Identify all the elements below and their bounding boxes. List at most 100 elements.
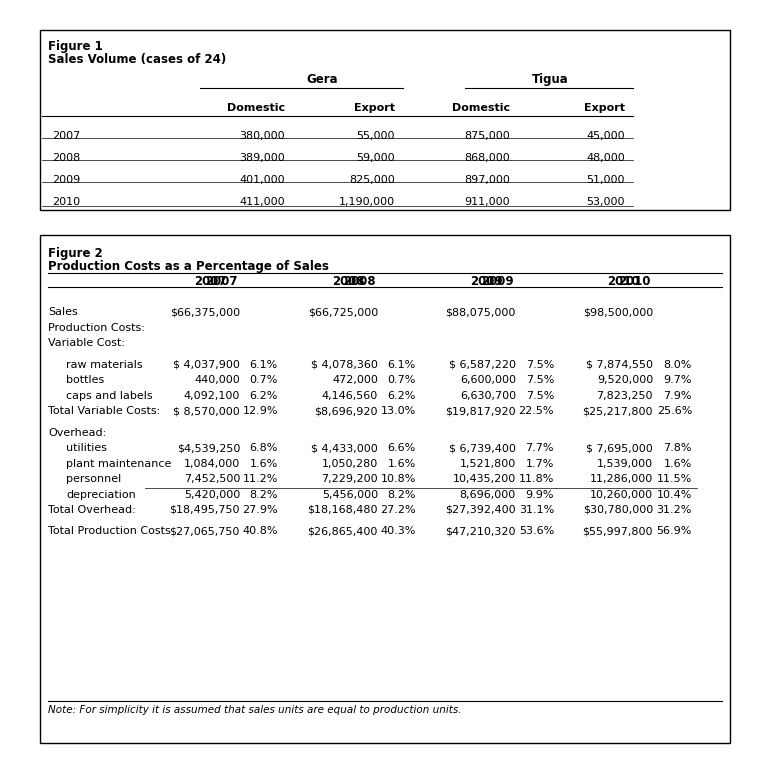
Text: 8,696,000: 8,696,000 xyxy=(460,490,516,500)
Text: utilities: utilities xyxy=(66,443,107,453)
Text: 1,084,000: 1,084,000 xyxy=(184,458,240,468)
Text: 868,000: 868,000 xyxy=(464,153,510,163)
Text: 10,435,200: 10,435,200 xyxy=(453,474,516,484)
Text: 45,000: 45,000 xyxy=(587,131,625,141)
Text: Sales Volume (cases of 24): Sales Volume (cases of 24) xyxy=(48,53,226,66)
Text: 2007: 2007 xyxy=(194,275,226,288)
Text: Production Costs as a Percentage of Sales: Production Costs as a Percentage of Sale… xyxy=(48,260,329,273)
Text: 6.6%: 6.6% xyxy=(388,443,416,453)
Text: 8.2%: 8.2% xyxy=(249,490,278,500)
Text: 7.5%: 7.5% xyxy=(526,375,554,385)
Text: 7,452,500: 7,452,500 xyxy=(183,474,240,484)
Text: 1,190,000: 1,190,000 xyxy=(339,197,395,207)
Text: $4,539,250: $4,539,250 xyxy=(176,443,240,453)
Text: $26,865,400: $26,865,400 xyxy=(308,526,378,536)
Text: 51,000: 51,000 xyxy=(587,175,625,185)
Text: 7,823,250: 7,823,250 xyxy=(597,390,653,401)
Text: 5,420,000: 5,420,000 xyxy=(184,490,240,500)
Text: 1.6%: 1.6% xyxy=(664,458,692,468)
Text: Sales: Sales xyxy=(48,307,78,317)
Text: 11.5%: 11.5% xyxy=(657,474,692,484)
Text: $ 4,037,900: $ 4,037,900 xyxy=(173,360,240,369)
Text: $98,500,000: $98,500,000 xyxy=(583,307,653,317)
Text: $ 4,433,000: $ 4,433,000 xyxy=(311,443,378,453)
Text: Variable Cost:: Variable Cost: xyxy=(48,338,125,348)
Text: 5,456,000: 5,456,000 xyxy=(322,490,378,500)
Text: Domestic: Domestic xyxy=(452,103,510,113)
Text: 56.9%: 56.9% xyxy=(657,526,692,536)
Text: 1.6%: 1.6% xyxy=(249,458,278,468)
Text: Total Production Costs: Total Production Costs xyxy=(48,526,171,536)
Text: Total Overhead:: Total Overhead: xyxy=(48,505,136,515)
Text: 59,000: 59,000 xyxy=(357,153,395,163)
Text: $88,075,000: $88,075,000 xyxy=(446,307,516,317)
Text: 1.6%: 1.6% xyxy=(388,458,416,468)
Text: caps and labels: caps and labels xyxy=(66,390,152,401)
Text: 55,000: 55,000 xyxy=(357,131,395,141)
Text: $27,392,400: $27,392,400 xyxy=(445,505,516,515)
Text: 27.9%: 27.9% xyxy=(243,505,278,515)
Text: 7,229,200: 7,229,200 xyxy=(321,474,378,484)
Text: 389,000: 389,000 xyxy=(239,153,285,163)
Text: 825,000: 825,000 xyxy=(350,175,395,185)
Text: 8.0%: 8.0% xyxy=(664,360,692,369)
Text: Tigua: Tigua xyxy=(531,73,568,86)
Text: 11,286,000: 11,286,000 xyxy=(590,474,653,484)
Text: $47,210,320: $47,210,320 xyxy=(446,526,516,536)
Text: 7.8%: 7.8% xyxy=(664,443,692,453)
Text: 380,000: 380,000 xyxy=(239,131,285,141)
Text: Export: Export xyxy=(354,103,395,113)
Text: 2007: 2007 xyxy=(205,275,237,288)
Text: 8.2%: 8.2% xyxy=(387,490,416,500)
Text: Note: For simplicity it is assumed that sales units are equal to production unit: Note: For simplicity it is assumed that … xyxy=(48,705,461,715)
Text: bottles: bottles xyxy=(66,375,104,385)
Text: 9.7%: 9.7% xyxy=(664,375,692,385)
Text: 11.2%: 11.2% xyxy=(243,474,278,484)
Text: 27.2%: 27.2% xyxy=(380,505,416,515)
Text: 53,000: 53,000 xyxy=(587,197,625,207)
Text: 2010: 2010 xyxy=(607,275,639,288)
Text: 6.1%: 6.1% xyxy=(249,360,278,369)
Text: 1,521,800: 1,521,800 xyxy=(460,458,516,468)
Text: $27,065,750: $27,065,750 xyxy=(169,526,240,536)
Text: 0.7%: 0.7% xyxy=(249,375,278,385)
Text: 0.7%: 0.7% xyxy=(387,375,416,385)
Text: 6.8%: 6.8% xyxy=(249,443,278,453)
Text: Figure 1: Figure 1 xyxy=(48,40,102,53)
Text: 1,539,000: 1,539,000 xyxy=(597,458,653,468)
Text: Production Costs:: Production Costs: xyxy=(48,323,145,333)
Bar xyxy=(40,235,730,743)
Text: 40.8%: 40.8% xyxy=(243,526,278,536)
Text: $ 4,078,360: $ 4,078,360 xyxy=(311,360,378,369)
Text: plant maintenance: plant maintenance xyxy=(66,458,172,468)
Text: 53.6%: 53.6% xyxy=(519,526,554,536)
Text: 472,000: 472,000 xyxy=(332,375,378,385)
Text: Total Variable Costs:: Total Variable Costs: xyxy=(48,406,160,416)
Text: 9,520,000: 9,520,000 xyxy=(597,375,653,385)
Text: 10.8%: 10.8% xyxy=(380,474,416,484)
Text: Domestic: Domestic xyxy=(227,103,285,113)
Text: 7.9%: 7.9% xyxy=(664,390,692,401)
Text: 12.9%: 12.9% xyxy=(243,406,278,416)
Text: Gera: Gera xyxy=(306,73,338,86)
Text: 2010: 2010 xyxy=(52,197,80,207)
Text: $ 6,739,400: $ 6,739,400 xyxy=(449,443,516,453)
Text: 4,146,560: 4,146,560 xyxy=(322,390,378,401)
Text: 6.1%: 6.1% xyxy=(388,360,416,369)
Text: $18,495,750: $18,495,750 xyxy=(169,505,240,515)
Text: 411,000: 411,000 xyxy=(239,197,285,207)
Text: $ 6,587,220: $ 6,587,220 xyxy=(449,360,516,369)
Text: 2009: 2009 xyxy=(470,275,502,288)
Text: 6.2%: 6.2% xyxy=(249,390,278,401)
Text: 11.8%: 11.8% xyxy=(519,474,554,484)
Text: $ 7,695,000: $ 7,695,000 xyxy=(586,443,653,453)
Text: 7.7%: 7.7% xyxy=(525,443,554,453)
Text: 6.2%: 6.2% xyxy=(387,390,416,401)
Text: 10,260,000: 10,260,000 xyxy=(590,490,653,500)
Text: 2007: 2007 xyxy=(52,131,80,141)
Text: 13.0%: 13.0% xyxy=(380,406,416,416)
Text: 875,000: 875,000 xyxy=(464,131,510,141)
Text: 48,000: 48,000 xyxy=(586,153,625,163)
Text: $25,217,800: $25,217,800 xyxy=(582,406,653,416)
Text: $66,375,000: $66,375,000 xyxy=(170,307,240,317)
